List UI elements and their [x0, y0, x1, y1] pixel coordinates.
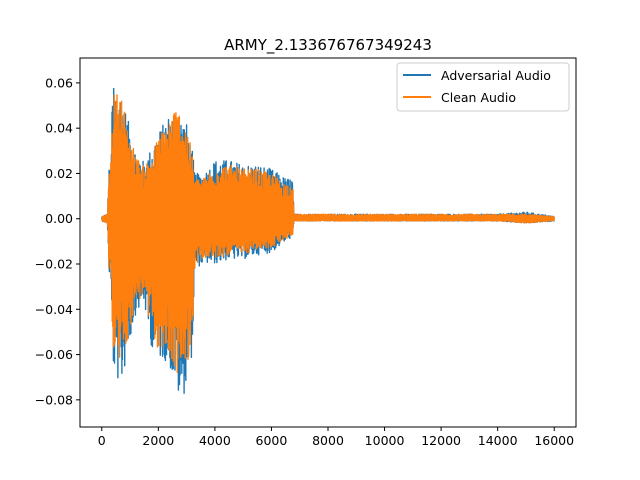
chart-title: ARMY_2.133676767349243 [224, 36, 432, 55]
y-tick-label: 0.00 [45, 211, 73, 226]
y-tick-label: 0.04 [45, 121, 73, 136]
x-tick-label: 12000 [421, 433, 461, 448]
x-axis: 0 2000 4000 6000 8000 10000 12000 14000 16000 [98, 427, 574, 448]
y-tick-label: 0.06 [45, 75, 73, 90]
legend-box [396, 62, 570, 112]
x-tick-label: 2000 [142, 433, 174, 448]
plot-area [101, 87, 555, 394]
x-tick-label: 10000 [365, 433, 405, 448]
y-axis: −0.08 −0.06 −0.04 −0.02 0.00 0.02 0.04 0.06 [35, 75, 80, 407]
y-tick-label: −0.08 [35, 392, 73, 407]
y-tick-label: −0.04 [35, 302, 73, 317]
legend-label-clean: Clean Audio [441, 90, 516, 105]
x-tick-label: 8000 [312, 433, 344, 448]
x-tick-label: 4000 [199, 433, 231, 448]
y-tick-label: 0.02 [45, 166, 73, 181]
legend-label-adversarial: Adversarial Audio [441, 68, 551, 83]
x-tick-label: 0 [98, 433, 106, 448]
legend: Adversarial Audio Clean Audio [396, 62, 570, 112]
y-tick-label: −0.02 [35, 257, 73, 272]
x-tick-label: 16000 [534, 433, 574, 448]
y-tick-label: −0.06 [35, 347, 73, 362]
x-tick-label: 14000 [478, 433, 518, 448]
series-line-clean [101, 94, 555, 374]
x-tick-label: 6000 [256, 433, 288, 448]
axes-frame [79, 57, 577, 428]
